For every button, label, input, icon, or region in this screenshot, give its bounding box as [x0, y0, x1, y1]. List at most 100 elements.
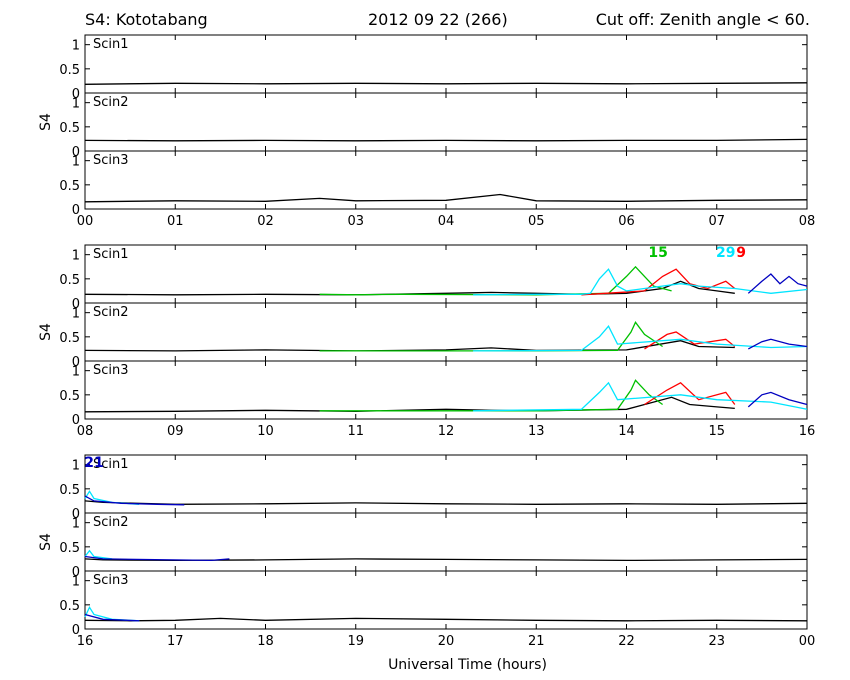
x-tick-label: 19: [347, 634, 364, 649]
y-axis-label: S4: [38, 323, 54, 341]
series-line-black: [84, 500, 808, 505]
panel-label: Scin3: [93, 153, 129, 168]
y-tick-label: 1: [72, 155, 80, 170]
x-tick-label: 08: [77, 424, 94, 439]
x-tick-label: 05: [528, 214, 545, 229]
x-tick-label: 00: [77, 214, 94, 229]
panel-label: Scin1: [93, 247, 129, 262]
y-tick-label: 0: [72, 87, 80, 102]
y-tick-label: 0: [72, 297, 80, 312]
x-tick-label: 03: [347, 214, 364, 229]
y-tick-label: 0: [72, 565, 80, 580]
series-line-green: [319, 265, 672, 296]
series-line-blue: [84, 613, 140, 622]
series-line-black: [84, 193, 808, 203]
series-line-blue: [747, 391, 808, 408]
y-tick-label: 0.5: [59, 121, 80, 136]
x-tick-label: 18: [257, 634, 274, 649]
y-tick-label: 0: [72, 623, 80, 638]
x-tick-label: 22: [618, 634, 635, 649]
series-line-green: [319, 321, 663, 352]
x-tick-label: 23: [708, 634, 725, 649]
y-tick-label: 0.5: [59, 63, 80, 78]
x-tick-label: 14: [618, 424, 635, 439]
panel-frame: [84, 512, 808, 572]
series-line-cyan: [473, 381, 808, 412]
series-line-cyan: [473, 268, 808, 296]
y-tick-label: 0.5: [59, 599, 80, 614]
panel-label: Scin1: [93, 457, 129, 472]
x-tick-label: 00: [799, 634, 816, 649]
series-line-blue: [84, 555, 230, 562]
x-tick-label: 07: [708, 214, 725, 229]
y-tick-label: 0.5: [59, 331, 80, 346]
series-line-black: [84, 340, 735, 352]
panel-frame: [84, 302, 808, 362]
y-tick-label: 0.5: [59, 389, 80, 404]
x-tick-label: 01: [167, 214, 184, 229]
y-tick-label: 0: [72, 355, 80, 370]
series-line-blue: [747, 338, 808, 350]
prn-label: 29: [716, 245, 735, 261]
panel-label: Scin2: [93, 305, 129, 320]
x-tick-label: 21: [528, 634, 545, 649]
x-tick-label: 17: [167, 634, 184, 649]
y-tick-label: 0.5: [59, 273, 80, 288]
series-line-blue: [747, 273, 808, 294]
y-tick-label: 1: [72, 97, 80, 112]
series-line-black: [84, 82, 808, 85]
panel-label: Scin3: [93, 573, 129, 588]
x-tick-label: 13: [528, 424, 545, 439]
y-axis-label: S4: [38, 533, 54, 551]
y-tick-label: 0: [72, 413, 80, 428]
series-line-blue: [84, 495, 185, 506]
x-tick-label: 16: [77, 634, 94, 649]
series-line-black: [84, 138, 808, 142]
y-tick-label: 1: [72, 459, 80, 474]
y-tick-label: 1: [72, 365, 80, 380]
x-tick-label: 10: [257, 424, 274, 439]
x-tick-label: 11: [347, 424, 364, 439]
series-line-red: [644, 331, 736, 350]
x-tick-label: 08: [799, 214, 816, 229]
date-title: 2012 09 22 (266): [368, 10, 508, 29]
x-tick-label: 16: [799, 424, 816, 439]
x-tick-label: 04: [438, 214, 455, 229]
y-tick-label: 1: [72, 249, 80, 264]
y-tick-label: 0.5: [59, 483, 80, 498]
prn-label: 9: [736, 245, 746, 261]
prn-label: 15: [648, 245, 667, 261]
y-tick-label: 0: [72, 507, 80, 522]
x-tick-label: 06: [618, 214, 635, 229]
y-tick-label: 1: [72, 575, 80, 590]
panel-label: Scin2: [93, 95, 129, 110]
cutoff-title: Cut off: Zenith angle < 60.: [595, 10, 810, 29]
y-tick-label: 1: [72, 39, 80, 54]
y-tick-label: 0: [72, 145, 80, 160]
series-line-black: [84, 280, 735, 296]
y-tick-label: 1: [72, 307, 80, 322]
y-tick-label: 1: [72, 517, 80, 532]
y-axis-label: S4: [38, 113, 54, 131]
series-line-cyan: [84, 549, 113, 560]
x-tick-label: 15: [708, 424, 725, 439]
x-tick-label: 02: [257, 214, 274, 229]
station-title: S4: Kototabang: [85, 10, 208, 29]
x-tick-label: 12: [438, 424, 455, 439]
panel-frame: [84, 92, 808, 152]
x-tick-label: 20: [438, 634, 455, 649]
x-tick-label: 09: [167, 424, 184, 439]
prn-label: 21: [84, 455, 103, 471]
series-line-cyan: [84, 605, 140, 622]
y-tick-label: 0: [72, 203, 80, 218]
panel-label: Scin1: [93, 37, 129, 52]
series-line-black: [84, 558, 808, 562]
panel-label: Scin2: [93, 515, 129, 530]
series-line-black: [84, 617, 808, 622]
series-line-green: [319, 379, 663, 412]
x-axis-title: Universal Time (hours): [388, 657, 547, 673]
series-line-black: [84, 396, 735, 413]
y-tick-label: 0.5: [59, 541, 80, 556]
y-tick-label: 0.5: [59, 179, 80, 194]
